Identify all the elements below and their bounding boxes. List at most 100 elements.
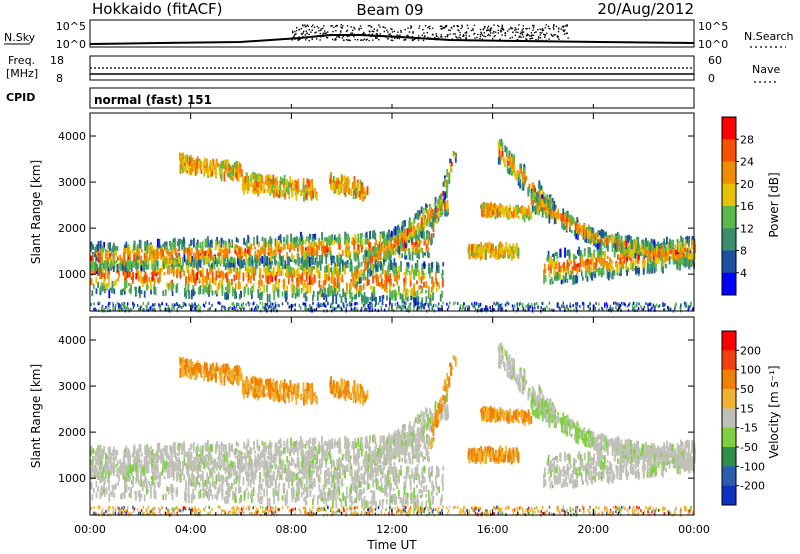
nsearch-dot <box>363 38 366 40</box>
nsearch-dot <box>465 37 467 39</box>
power-cell <box>382 243 385 251</box>
nsearch-dot <box>552 35 554 37</box>
power-cell <box>611 242 614 252</box>
power-cell <box>375 296 377 306</box>
power-cell <box>454 152 457 163</box>
power-cell <box>619 257 622 265</box>
power-cell <box>197 256 200 267</box>
power-cell <box>224 159 227 169</box>
power-cell <box>402 234 405 240</box>
nsearch-dot <box>332 30 334 33</box>
power-cell <box>214 281 217 286</box>
power-cell <box>404 305 407 309</box>
power-cell <box>649 243 652 251</box>
power-cell <box>411 241 414 246</box>
power-cell <box>420 276 423 284</box>
power-cell <box>512 307 515 311</box>
power-cell <box>347 189 350 194</box>
power-cell <box>646 255 649 265</box>
nsearch-dot <box>418 25 421 27</box>
power-cell <box>314 233 317 240</box>
power-cell <box>387 241 389 250</box>
power-cell <box>118 272 121 278</box>
power-cell <box>599 239 602 244</box>
nsearch-dot <box>422 39 425 42</box>
nsearch-dot <box>528 27 531 30</box>
nsearch-label: N.Search <box>744 30 794 43</box>
power-cell <box>249 268 252 273</box>
nsearch-dot <box>387 38 389 40</box>
power-cell <box>263 188 266 194</box>
power-cell <box>588 234 590 244</box>
nsearch-dot <box>533 24 535 27</box>
power-cell <box>510 171 513 176</box>
power-cell <box>647 264 650 272</box>
power-cell <box>153 251 156 261</box>
power-cell <box>414 297 417 307</box>
nsearch-dot <box>379 33 381 35</box>
power-cell <box>600 256 602 267</box>
power-cell <box>311 234 314 243</box>
power-cell <box>311 294 314 301</box>
power-cell <box>278 247 281 254</box>
nsearch-dot <box>454 33 457 35</box>
power-cell <box>395 244 398 249</box>
power-cell <box>384 279 386 286</box>
power-cell <box>135 272 138 280</box>
power-cell <box>171 279 174 285</box>
power-cell <box>293 243 296 251</box>
power-cell <box>185 276 188 285</box>
power-cell <box>628 257 631 261</box>
power-cell <box>187 248 190 255</box>
power-cell <box>396 281 399 286</box>
power-cell <box>290 253 293 261</box>
power-cell <box>351 241 354 245</box>
power-cell <box>291 267 293 275</box>
power-cell <box>446 203 449 213</box>
nsearch-dot <box>542 29 545 31</box>
power-cell <box>655 245 658 255</box>
power-cell <box>393 258 396 268</box>
power-cell <box>508 254 511 259</box>
power-cell <box>362 273 365 281</box>
nsearch-dot <box>322 35 325 37</box>
power-cell <box>380 263 383 268</box>
nsearch-dot <box>502 28 504 30</box>
power-cell <box>333 239 336 245</box>
power-cell <box>288 248 291 253</box>
power-cell <box>678 246 681 251</box>
power-cell <box>392 228 395 238</box>
power-cell <box>493 308 495 312</box>
power-cell <box>385 274 388 283</box>
power-cell <box>437 302 440 306</box>
power-cell <box>141 263 144 269</box>
power-cell <box>523 207 526 214</box>
power-cell <box>658 251 661 258</box>
power-cell <box>257 175 260 182</box>
power-cell <box>366 186 369 195</box>
power-cell <box>426 204 428 208</box>
power-cell <box>553 266 556 273</box>
power-cell <box>436 265 438 272</box>
power-cell <box>383 238 385 243</box>
power-cell <box>555 274 558 279</box>
power-cell <box>270 246 273 253</box>
power-cell <box>636 256 638 262</box>
power-cell <box>406 295 409 302</box>
power-cell <box>178 263 180 267</box>
power-cell <box>271 276 274 283</box>
power-cell <box>390 243 393 250</box>
power-cell <box>273 178 276 186</box>
nsearch-dot <box>335 24 338 27</box>
power-cell <box>137 260 140 264</box>
power-cell <box>264 302 267 306</box>
nsearch-dot <box>537 36 540 38</box>
power-cell <box>363 267 366 271</box>
power-cell <box>371 255 374 264</box>
power-cell <box>170 280 173 290</box>
power-cell <box>343 291 345 296</box>
power-cell <box>425 296 428 305</box>
power-cell <box>407 262 410 269</box>
power-cell <box>125 307 127 311</box>
power-cell <box>248 263 251 267</box>
